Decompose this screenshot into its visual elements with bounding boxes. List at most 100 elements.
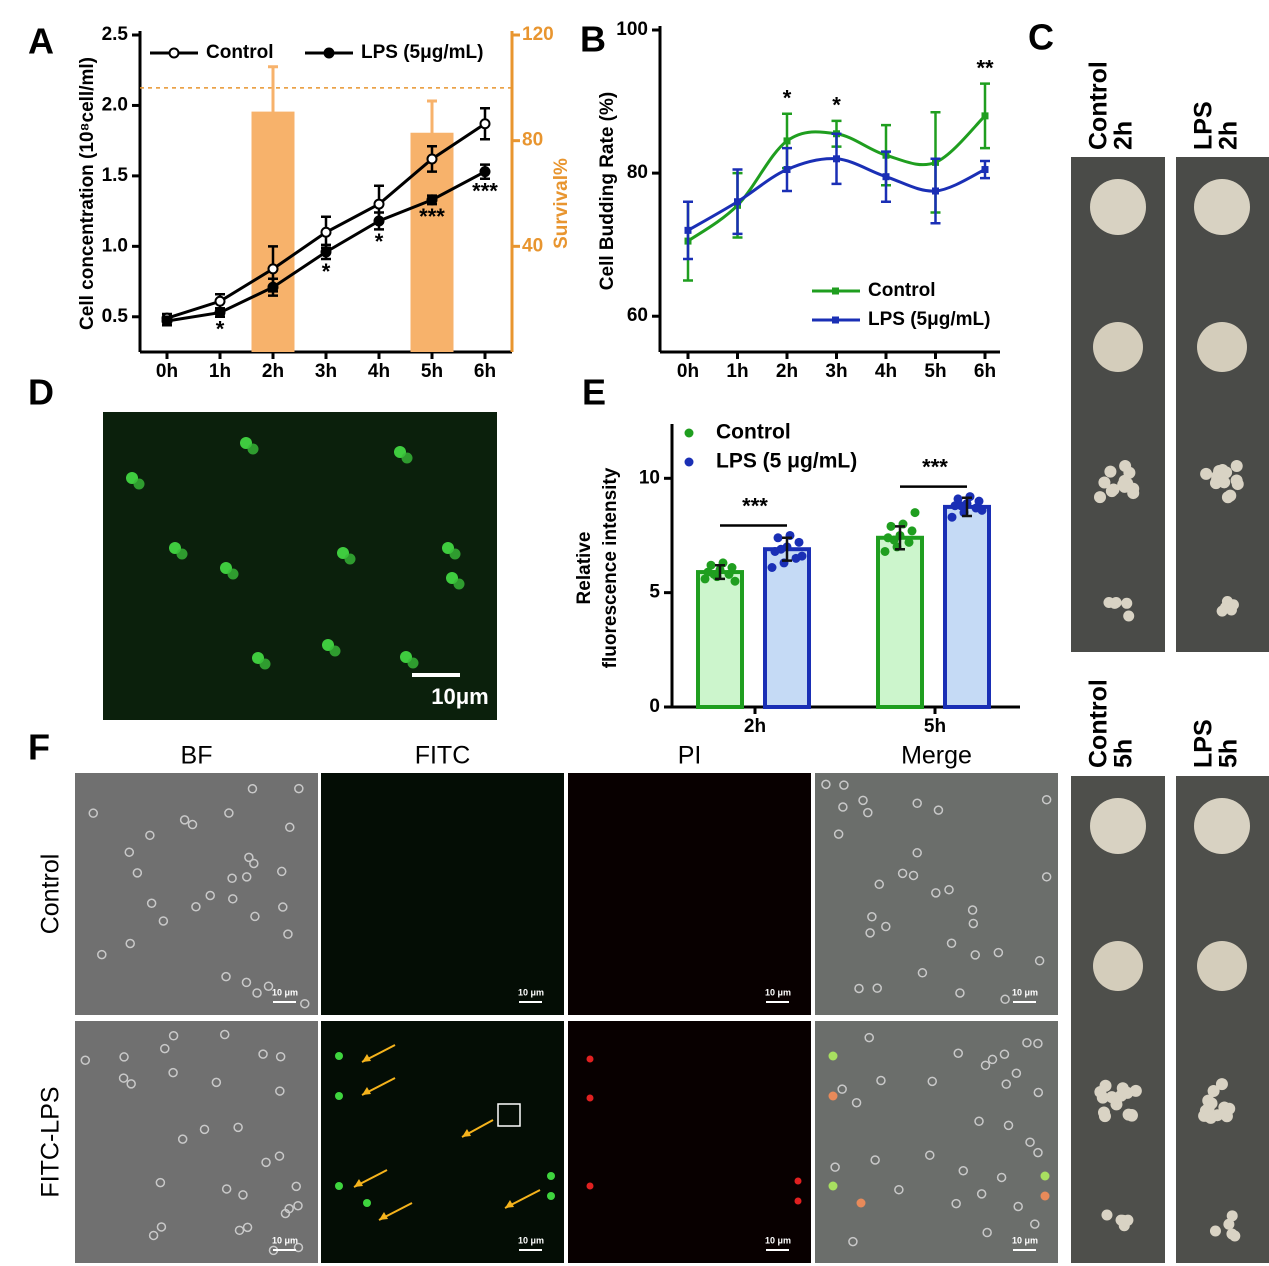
cell (980, 1060, 991, 1071)
marker (426, 194, 438, 206)
cell (221, 1184, 232, 1194)
cell (848, 1236, 858, 1247)
y-tick-label: 2.0 (102, 94, 128, 115)
cell (794, 1177, 802, 1185)
cell (242, 1222, 253, 1233)
x-tick-label: 5h (924, 361, 946, 382)
colony (1098, 1110, 1111, 1123)
cell (227, 873, 237, 884)
data-point (880, 546, 890, 556)
x-tick-label: 1h (209, 361, 231, 382)
cell (335, 1052, 343, 1060)
cell (179, 815, 190, 825)
colony (1107, 483, 1120, 496)
colony (1125, 1109, 1138, 1122)
micrograph (103, 412, 497, 720)
data-point (709, 569, 719, 579)
data-point (727, 563, 737, 572)
colony (1221, 491, 1234, 504)
cell (1040, 1171, 1050, 1181)
data-point (889, 535, 899, 545)
cell (344, 553, 356, 565)
data-point (904, 537, 914, 547)
cell (148, 1230, 159, 1241)
cell (1040, 1191, 1050, 1201)
cell (872, 983, 882, 993)
cell (897, 868, 908, 879)
cell (876, 1075, 886, 1086)
colony (1230, 474, 1243, 487)
y-tick-label: 5 (649, 582, 660, 603)
cell (227, 568, 239, 580)
cell (933, 805, 944, 815)
y-tick-label: 80 (627, 162, 648, 183)
cell (168, 1031, 179, 1041)
legend-label: Control (716, 421, 791, 444)
bar (696, 570, 744, 710)
x-tick-label: 6h (474, 361, 496, 382)
colony (1110, 1098, 1123, 1111)
cell (146, 898, 157, 909)
cell (967, 905, 978, 915)
error-bar (962, 496, 972, 518)
cell (865, 928, 875, 938)
y-axis-label: fluorescence intensity (600, 467, 621, 668)
colony (1226, 1210, 1238, 1222)
cell (944, 884, 954, 895)
panel-label: D (28, 372, 54, 413)
colony (1202, 1101, 1215, 1114)
data-point (706, 560, 716, 570)
cell (275, 1051, 286, 1062)
marker (426, 153, 438, 165)
cell (830, 1162, 840, 1172)
cell (953, 1048, 964, 1059)
cell (300, 998, 310, 1009)
colony (1207, 1085, 1220, 1098)
cell (970, 950, 980, 960)
x-tick-label: 2h (262, 361, 284, 382)
cell (241, 872, 252, 882)
cell (244, 852, 254, 863)
arrow-head (505, 1200, 514, 1208)
cell (951, 1198, 961, 1209)
panel-label: A (28, 21, 54, 62)
significance-label: *** (419, 204, 445, 229)
legend-marker (323, 47, 335, 59)
colony (1194, 798, 1250, 854)
error-bar (715, 563, 725, 581)
x-tick-label: 1h (726, 361, 748, 382)
data-point (977, 505, 987, 515)
cell (118, 1073, 129, 1083)
cell (401, 452, 413, 464)
cell (987, 1054, 998, 1065)
cell (453, 578, 465, 590)
data-point (947, 512, 957, 522)
cell (870, 1155, 880, 1165)
legend-marker (832, 287, 839, 295)
legend-label: LPS (5 μg/mL) (716, 450, 857, 473)
cell (158, 916, 169, 926)
cell (858, 795, 868, 806)
row-label: Control (37, 854, 65, 935)
significance-label: * (783, 86, 792, 111)
panel-label: F (28, 727, 50, 768)
colony (1200, 467, 1213, 480)
marker (373, 198, 385, 210)
cell (838, 802, 848, 812)
scale-bar-label: 10 μm (1012, 987, 1038, 997)
plate-photo (1176, 157, 1269, 652)
colony (1090, 179, 1146, 235)
cell (839, 780, 849, 790)
cell (854, 983, 864, 994)
cell (125, 938, 135, 949)
cell (119, 1052, 129, 1062)
cell (335, 1182, 343, 1190)
legend-marker (684, 457, 694, 467)
y-axis-label: Cell concentration (10⁸cell/ml) (77, 57, 98, 330)
data-point (953, 494, 963, 504)
photo-label: LPS (1190, 719, 1218, 768)
cell (276, 866, 287, 877)
scale-bar-label: 10 μm (765, 1235, 791, 1245)
panel-label: E (582, 372, 606, 413)
